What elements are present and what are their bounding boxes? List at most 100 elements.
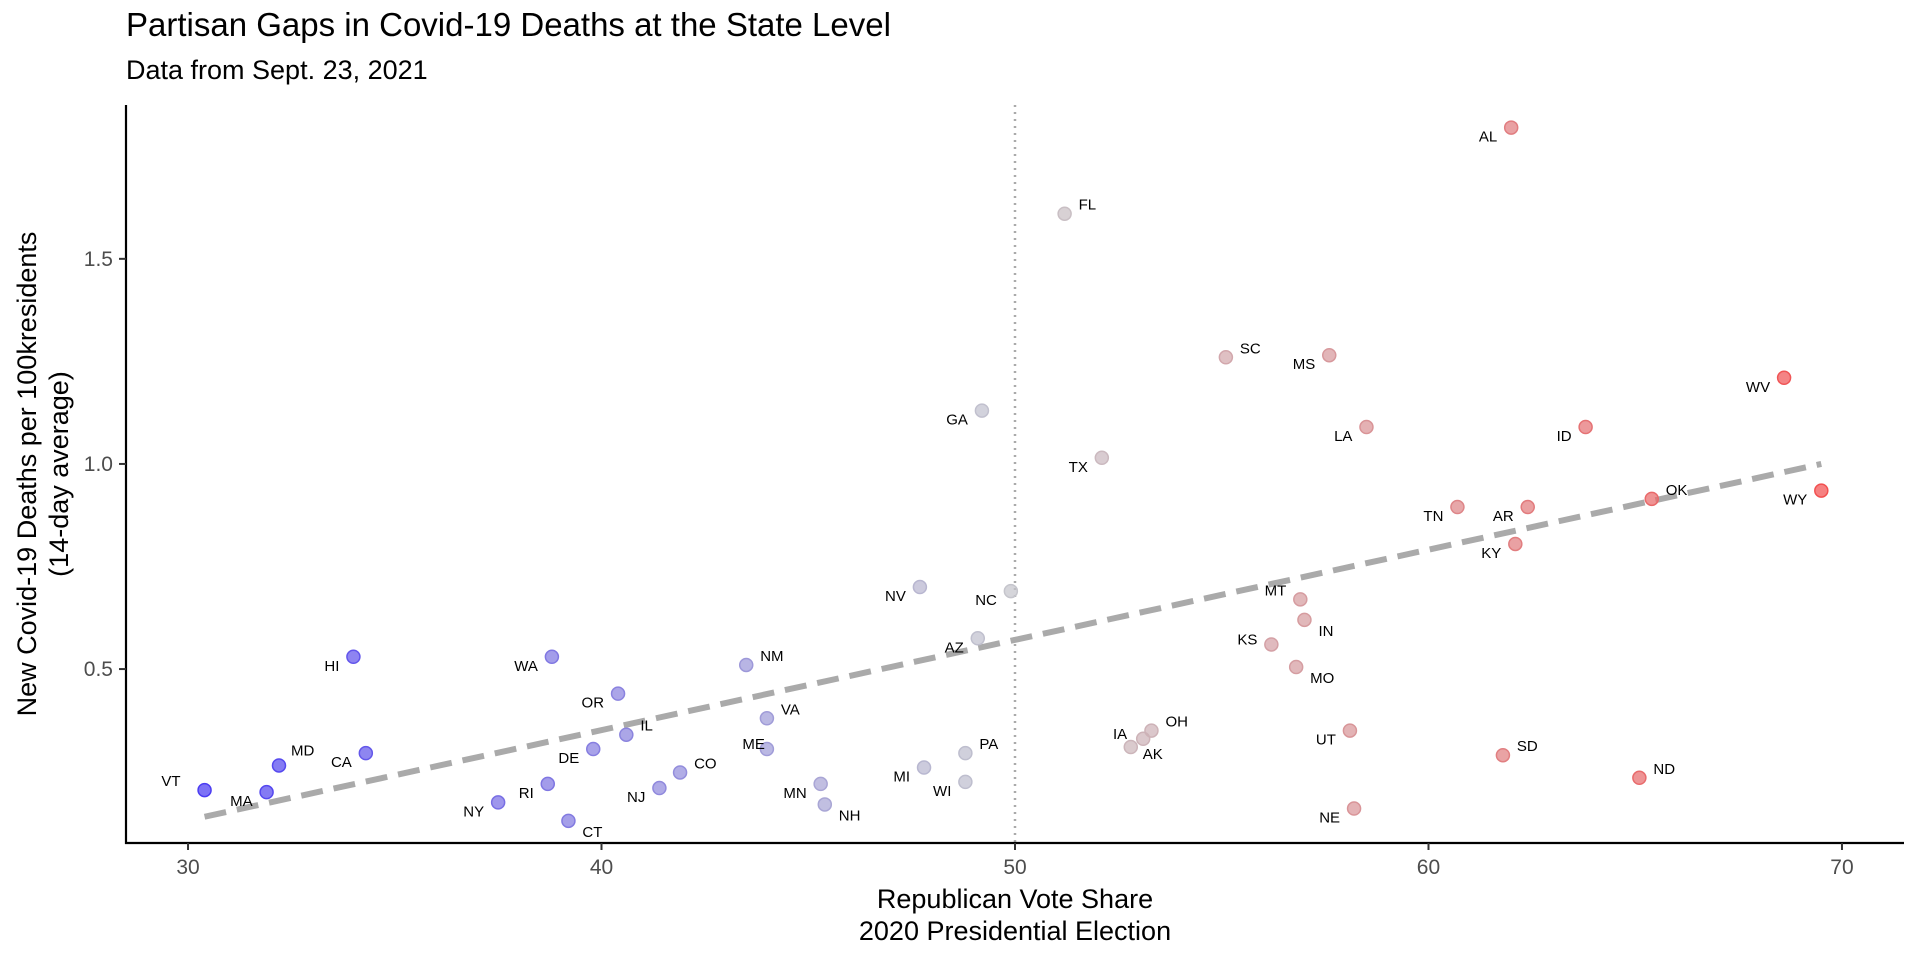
data-point-ct [561, 813, 576, 829]
y-tick-label: 1.5 [84, 248, 113, 271]
point-label-tx: TX [1069, 459, 1088, 476]
point-label-mn: MN [783, 785, 806, 802]
data-point-tn [1450, 499, 1465, 515]
data-point-sc [1218, 350, 1234, 365]
point-label-sc: SC [1240, 340, 1261, 357]
point-label-mo: MO [1310, 670, 1334, 687]
point-label-sd: SD [1517, 738, 1538, 755]
y-axis-title: (14-day average) [44, 371, 74, 577]
data-point-sd [1495, 747, 1511, 763]
point-label-nh: NH [839, 807, 861, 824]
point-label-ky: KY [1481, 545, 1501, 562]
point-label-ms: MS [1293, 356, 1316, 373]
data-point-ne [1346, 801, 1362, 816]
point-label-va: VA [781, 701, 800, 718]
data-point-ca [358, 745, 374, 761]
data-point-oh [1144, 723, 1159, 738]
point-label-ar: AR [1493, 508, 1514, 525]
data-point-az [970, 631, 986, 646]
point-label-me: ME [742, 736, 765, 753]
point-label-de: DE [558, 750, 579, 767]
point-label-ok: OK [1666, 482, 1688, 499]
data-point-wi [958, 774, 973, 790]
data-point-me [759, 741, 775, 757]
trend-line [203, 461, 1822, 820]
x-axis-title: 2020 Presidential Election [859, 916, 1171, 946]
data-point-in [1297, 612, 1312, 628]
data-point-nc [1003, 583, 1019, 599]
point-label-la: LA [1334, 428, 1352, 445]
point-label-ma: MA [230, 793, 253, 810]
point-label-id: ID [1557, 428, 1572, 445]
point-label-in: IN [1318, 623, 1333, 640]
y-tick-label: 1.0 [84, 453, 113, 476]
data-point-mo [1288, 659, 1304, 675]
x-tick-label: 50 [1003, 856, 1026, 879]
point-label-mi: MI [893, 769, 910, 786]
data-point-id [1578, 419, 1593, 435]
data-point-nj [652, 780, 667, 796]
data-point-co [672, 765, 688, 780]
chart-subtitle: Data from Sept. 23, 2021 [126, 55, 428, 85]
data-point-hi [346, 649, 361, 665]
point-label-oh: OH [1165, 714, 1188, 731]
data-point-al [1503, 120, 1519, 135]
point-label-ca: CA [331, 754, 352, 771]
data-point-wv [1776, 370, 1792, 386]
point-label-wi: WI [933, 783, 951, 800]
data-point-mn [813, 776, 828, 792]
data-point-de [585, 741, 601, 757]
point-label-hi: HI [324, 658, 339, 675]
point-label-or: OR [582, 695, 605, 712]
point-label-il: IL [640, 718, 653, 735]
data-point-mt [1293, 592, 1308, 607]
data-point-la [1359, 419, 1374, 435]
data-point-wy [1814, 483, 1829, 498]
x-tick-label: 70 [1830, 856, 1853, 879]
data-point-ks [1264, 637, 1279, 652]
point-label-ut: UT [1316, 732, 1336, 749]
data-point-mi [916, 760, 932, 775]
data-point-ar [1520, 499, 1535, 515]
point-label-fl: FL [1079, 197, 1097, 214]
point-label-ak: AK [1143, 746, 1163, 763]
data-point-or [610, 686, 626, 701]
point-label-ks: KS [1237, 631, 1257, 648]
data-point-ut [1342, 723, 1358, 738]
point-label-nc: NC [975, 592, 997, 609]
x-tick-label: 30 [176, 856, 199, 879]
data-point-vt [197, 782, 212, 798]
point-label-md: MD [291, 742, 314, 759]
point-label-ct: CT [582, 824, 602, 841]
data-point-va [759, 711, 775, 726]
chart-title: Partisan Gaps in Covid-19 Deaths at the … [126, 6, 891, 43]
data-point-ri [540, 776, 556, 792]
point-label-wy: WY [1783, 492, 1807, 509]
x-axis-title: Republican Vote Share [877, 884, 1153, 914]
y-tick-label: 0.5 [84, 658, 113, 681]
data-point-fl [1057, 206, 1072, 221]
point-label-ny: NY [463, 803, 484, 820]
point-label-nv: NV [885, 588, 906, 605]
data-point-ny [490, 795, 506, 810]
data-point-ak [1123, 739, 1139, 755]
data-point-md [271, 758, 287, 773]
point-label-ne: NE [1319, 810, 1340, 827]
x-tick-label: 60 [1417, 856, 1440, 879]
point-label-vt: VT [161, 773, 180, 790]
data-point-ms [1322, 347, 1337, 363]
data-point-ga [974, 403, 990, 418]
data-point-tx [1094, 450, 1110, 466]
point-label-az: AZ [945, 639, 964, 656]
point-label-tn: TN [1423, 508, 1443, 525]
point-label-ga: GA [946, 412, 968, 429]
data-point-ky [1508, 536, 1523, 552]
data-point-ok [1644, 491, 1660, 507]
data-point-nh [817, 797, 833, 812]
data-point-pa [958, 745, 973, 761]
data-point-il [619, 727, 634, 742]
point-label-nm: NM [760, 648, 783, 665]
point-label-ri: RI [519, 785, 534, 802]
point-label-wa: WA [514, 658, 538, 675]
